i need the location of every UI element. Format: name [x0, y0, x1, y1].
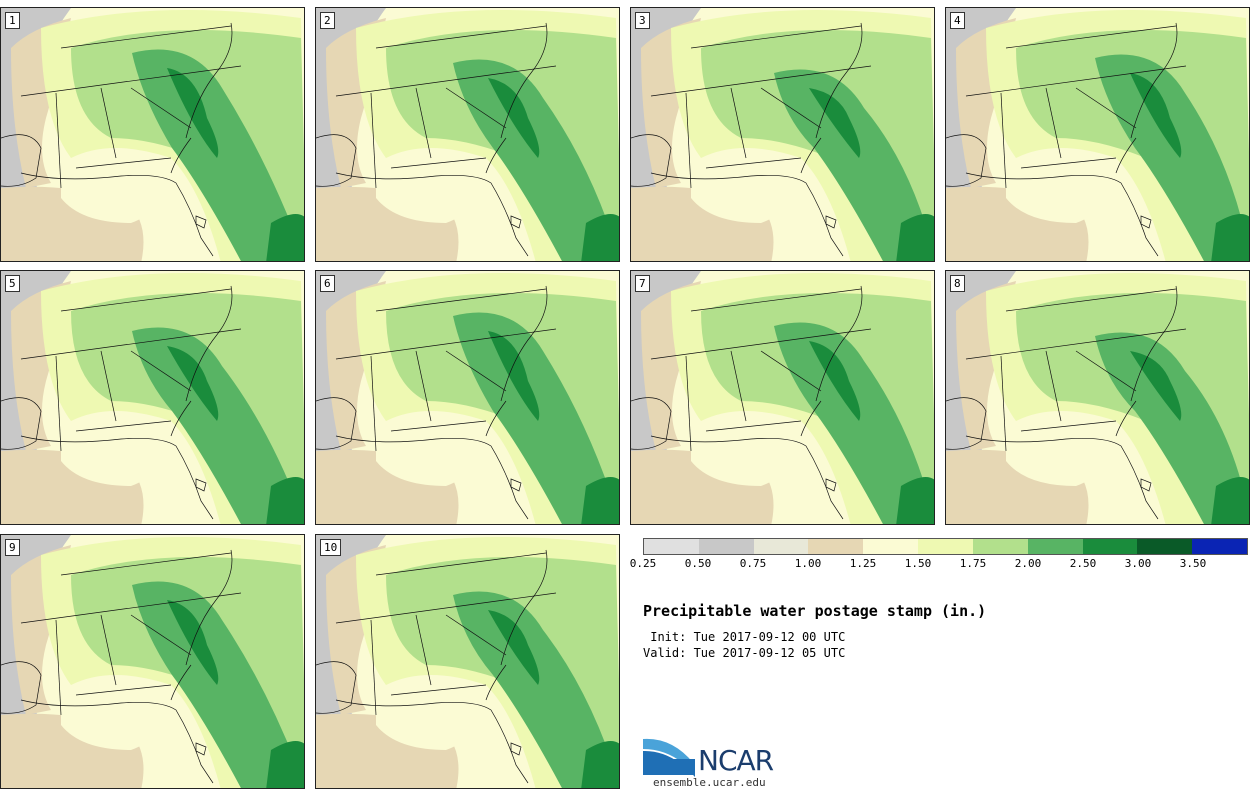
- map-panel: 1: [0, 7, 305, 262]
- colorbar-tick-label: 2.50: [1069, 557, 1097, 570]
- figure-title: Precipitable water postage stamp (in.): [643, 602, 987, 620]
- colorbar-swatch: [1027, 539, 1083, 554]
- precipitable-water-map: [631, 8, 934, 261]
- map-panel: 4: [945, 7, 1250, 262]
- precipitable-water-map: [1, 535, 304, 788]
- map-panel: 5: [0, 270, 305, 525]
- member-label: 7: [635, 275, 650, 292]
- precipitable-water-map: [946, 271, 1249, 524]
- ncar-logo-icon: [643, 738, 695, 777]
- precipitable-water-map: [316, 271, 619, 524]
- colorbar-swatch: [698, 539, 754, 554]
- precipitable-water-map: [316, 8, 619, 261]
- colorbar-swatch: [1082, 539, 1138, 554]
- member-label: 2: [320, 12, 335, 29]
- colorbar-swatch: [808, 539, 864, 554]
- valid-time: Valid: Tue 2017-09-12 05 UTC: [643, 646, 846, 660]
- colorbar-ticks: 0.25 0.50 0.75 1.00 1.25 1.50 1.75 2.00 2.50 3.00…: [630, 557, 1260, 571]
- precipitable-water-map: [1, 271, 304, 524]
- member-label: 1: [5, 12, 20, 29]
- map-panel: 8: [945, 270, 1250, 525]
- precipitable-water-map: [631, 271, 934, 524]
- member-label: 10: [320, 539, 342, 556]
- member-label: 8: [950, 275, 965, 292]
- map-panel: 10: [315, 534, 620, 789]
- colorbar-tick-label: 1.75: [959, 557, 987, 570]
- precipitable-water-map: [1, 8, 304, 261]
- colorbar-swatch: [1192, 539, 1247, 554]
- colorbar-tick-label: 0.25: [629, 557, 657, 570]
- map-panel: 6: [315, 270, 620, 525]
- init-time: Init: Tue 2017-09-12 00 UTC: [643, 630, 846, 644]
- member-label: 4: [950, 12, 965, 29]
- logo-url: ensemble.ucar.edu: [653, 776, 766, 789]
- colorbar-swatch: [753, 539, 809, 554]
- colorbar-swatch: [972, 539, 1028, 554]
- map-panel: 9: [0, 534, 305, 789]
- colorbar-tick-label: 1.25: [849, 557, 877, 570]
- colorbar-tick-label: 1.00: [794, 557, 822, 570]
- colorbar-swatch: [1137, 539, 1193, 554]
- colorbar-swatch: [644, 539, 699, 554]
- member-label: 9: [5, 539, 20, 556]
- map-panel: 7: [630, 270, 935, 525]
- member-label: 6: [320, 275, 335, 292]
- logo-text: NCAR: [698, 744, 774, 777]
- colorbar-swatch: [863, 539, 919, 554]
- precipitable-water-map: [946, 8, 1249, 261]
- map-panel: 3: [630, 7, 935, 262]
- member-label: 5: [5, 275, 20, 292]
- precipitable-water-map: [316, 535, 619, 788]
- member-label: 3: [635, 12, 650, 29]
- colorbar-tick-label: 0.75: [739, 557, 767, 570]
- colorbar-tick-label: 0.50: [684, 557, 712, 570]
- colorbar: [643, 538, 1248, 555]
- colorbar-tick-label: 3.00: [1124, 557, 1152, 570]
- map-panel: 2: [315, 7, 620, 262]
- colorbar-swatch: [918, 539, 973, 554]
- colorbar-tick-label: 2.00: [1014, 557, 1042, 570]
- colorbar-tick-label: 1.50: [904, 557, 932, 570]
- colorbar-tick-label: 3.50: [1179, 557, 1207, 570]
